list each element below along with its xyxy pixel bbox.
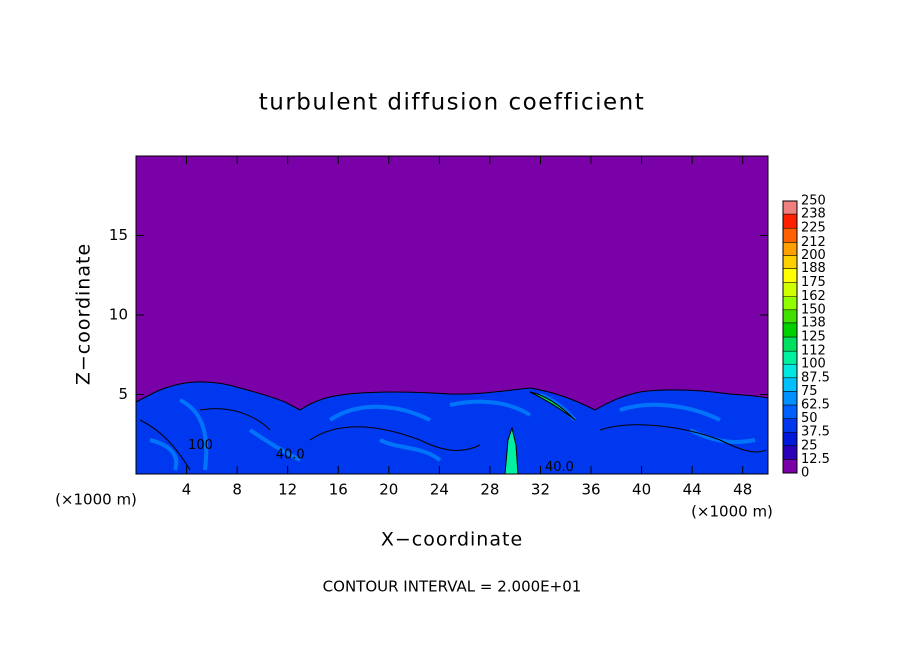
colorbar-label: 62.5 — [801, 398, 830, 413]
colorbar-segment — [782, 242, 798, 256]
contour-label: 40.0 — [276, 447, 305, 462]
colorbar-label: 87.5 — [801, 370, 830, 385]
x-tick-label: 48 — [733, 481, 752, 499]
colorbar-label: 188 — [801, 261, 826, 276]
x-unit-label: (×1000 m) — [55, 491, 137, 509]
x-tick-label: 36 — [581, 481, 600, 499]
x-tick-label: 16 — [329, 481, 348, 499]
colorbar-label: 50 — [801, 411, 818, 426]
colorbar-segment — [782, 255, 798, 269]
x-tick-label: 32 — [531, 481, 550, 499]
y-tick-label: 15 — [109, 226, 128, 244]
contour-interval-note: CONTOUR INTERVAL = 2.000E+01 — [323, 578, 582, 596]
turbulent-streak — [449, 399, 532, 417]
colorbar-segment — [782, 391, 798, 406]
colorbar-segment — [782, 200, 798, 215]
colorbar-label: 112 — [801, 344, 826, 359]
colorbar-label: 138 — [801, 315, 826, 330]
field — [135, 156, 769, 475]
colorbar-segment — [782, 213, 798, 229]
colorbar-label: 125 — [801, 330, 826, 345]
colorbar-segment — [782, 350, 798, 365]
colorbar-label: 175 — [801, 275, 826, 290]
contour-label: 100 — [188, 438, 213, 453]
y-tick-label: 10 — [109, 306, 128, 324]
colorbar-segment — [782, 445, 798, 460]
colorbar-segment — [782, 296, 798, 311]
colorbar-segment — [782, 459, 798, 474]
turbulent-region — [135, 381, 769, 475]
turbulent-streak — [179, 398, 209, 471]
y-tick-label: 5 — [118, 385, 128, 403]
colorbar-label: 200 — [801, 248, 826, 263]
colorbar-segment — [782, 227, 798, 243]
chart-title: turbulent diffusion coefficient — [259, 90, 646, 116]
colorbar-frame — [782, 200, 798, 474]
turbulent-streak — [379, 438, 442, 462]
colorbar-label: 37.5 — [801, 425, 830, 440]
colorbar-label: 162 — [801, 289, 826, 304]
contour-line — [599, 424, 767, 453]
colorbar-segment — [782, 268, 798, 283]
colorbar-segment — [782, 404, 798, 419]
x-tick-label: 24 — [430, 481, 449, 499]
contour-line — [199, 408, 271, 431]
colorbar-segment — [782, 418, 798, 433]
x-unit-label: (×1000 m) — [691, 503, 773, 521]
colorbar-label: 150 — [801, 302, 826, 317]
turbulent-streak — [619, 402, 721, 422]
turbulent-streak — [248, 428, 301, 462]
contour-line — [139, 419, 191, 471]
x-axis-label: X−coordinate — [381, 529, 523, 551]
colorbar-label: 25 — [801, 438, 818, 453]
x-tick-label: 40 — [632, 481, 651, 499]
x-tick-label: 44 — [683, 481, 702, 499]
colorbar-segment — [782, 322, 798, 338]
colorbar-segment — [782, 336, 798, 352]
colorbar-label: 238 — [801, 207, 826, 222]
turbulent-streak — [149, 438, 179, 471]
colorbar-label: 12.5 — [801, 452, 830, 467]
colorbar-label: 225 — [801, 221, 826, 236]
x-tick-label: 8 — [232, 481, 242, 499]
contour-line — [309, 426, 481, 451]
turbulent-streak — [328, 404, 431, 422]
x-tick-label: 28 — [480, 481, 499, 499]
x-tick-label: 12 — [278, 481, 297, 499]
x-tick-label: 4 — [182, 481, 192, 499]
colorbar-label: 0 — [801, 466, 809, 481]
peak — [529, 391, 576, 421]
colorbar-label: 100 — [801, 357, 826, 372]
colorbar-segment — [782, 363, 798, 379]
colorbar-label: 75 — [801, 384, 818, 399]
colorbar-segment — [782, 377, 798, 392]
colorbar-segment — [782, 309, 798, 324]
y-axis-label: Z−coordinate — [73, 243, 95, 385]
x-tick-label: 20 — [379, 481, 398, 499]
colorbar-label: 212 — [801, 235, 826, 250]
contour-label: 40.0 — [545, 460, 574, 475]
colorbar-segment — [782, 282, 798, 297]
colorbar-label: 250 — [801, 194, 826, 209]
colorbar-segment — [782, 431, 798, 447]
